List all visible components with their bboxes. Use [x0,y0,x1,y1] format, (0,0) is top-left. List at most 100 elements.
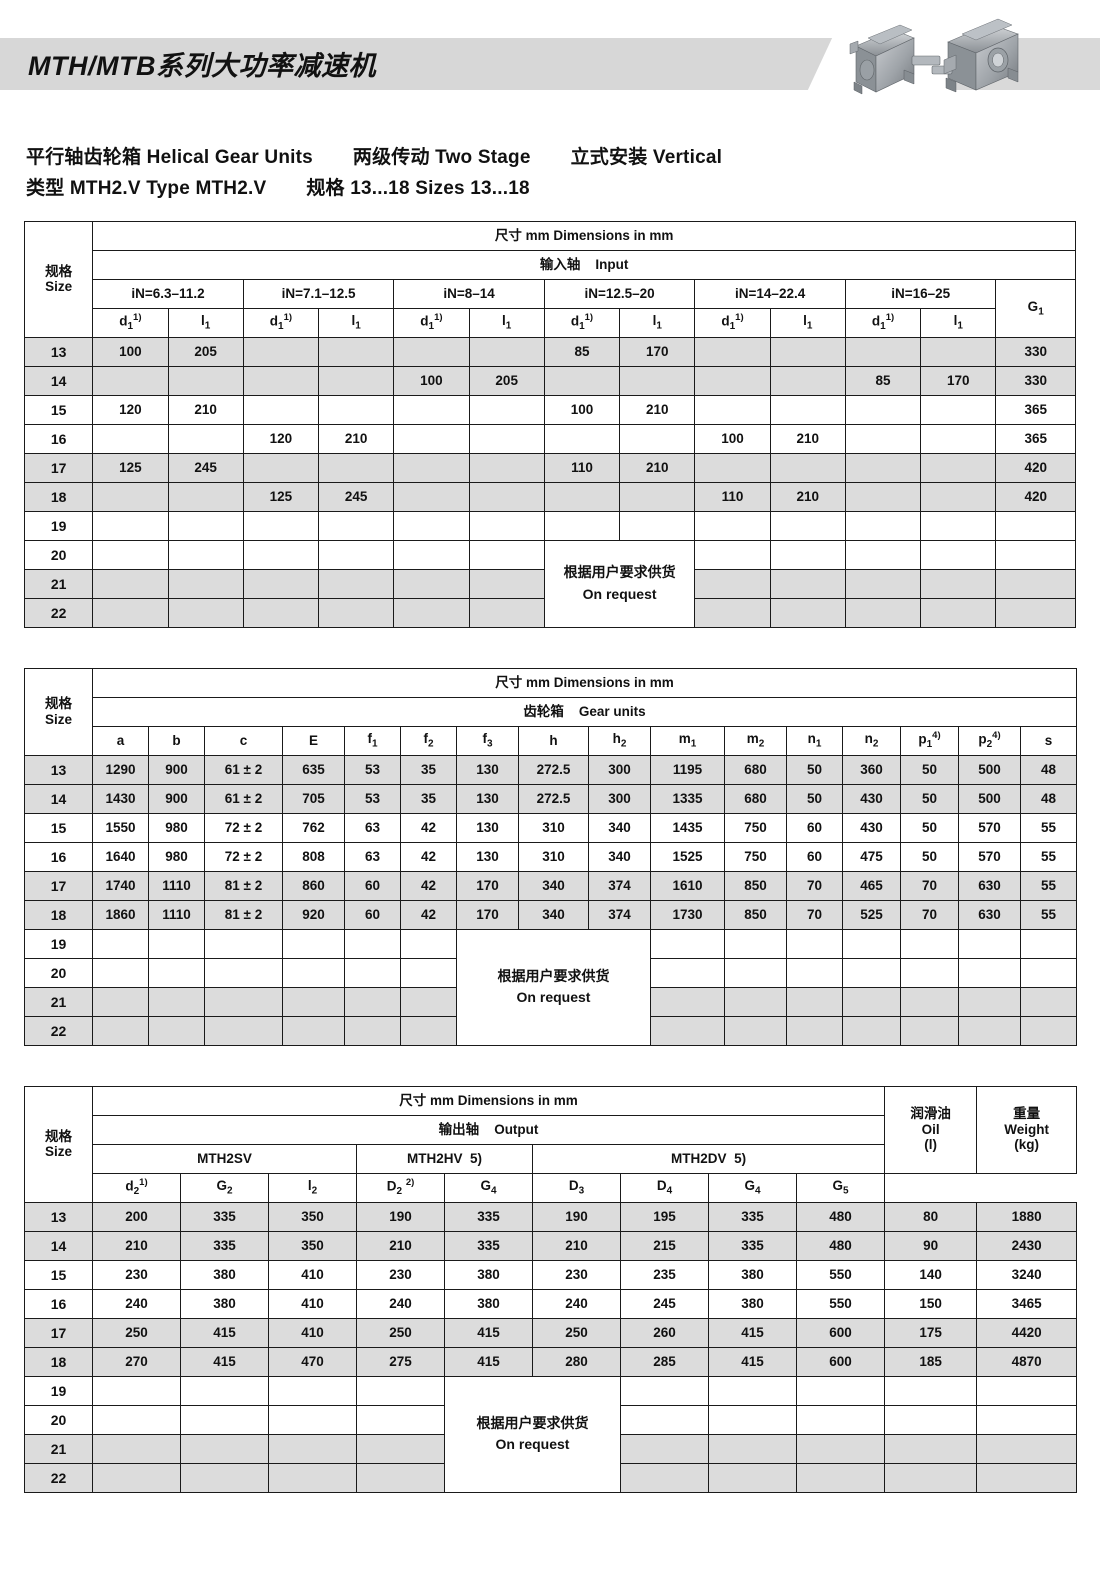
table-row: 21 [24,986,1078,1017]
cell-gearunit: 81 ± 2 [204,870,283,901]
cell-gearunit [724,1015,787,1046]
cell-gearunit: 61 ± 2 [204,783,283,814]
cell-gearunit [148,986,205,1017]
cell-gearunit: 81 ± 2 [204,899,283,930]
header-col-a: a [92,725,149,756]
cell-gearunit: 61 ± 2 [204,754,283,785]
table-gearunits: 规格 Size 尺寸 mm Dimensions in mm 齿轮箱 Gear … [24,667,1078,1046]
cell-gearunit: 70 [900,870,959,901]
cell-output: 380 [708,1259,797,1290]
cell-output [180,1462,269,1493]
cell-gearunit [92,986,149,1017]
cell-input [318,539,395,570]
cell-gearunit: 300 [588,754,651,785]
cell-input [694,394,771,425]
cell-output [180,1375,269,1406]
subtitle-two-stage: 两级传动 Two Stage [352,147,531,168]
cell-input [468,568,545,599]
cell-output: 480 [795,1230,886,1261]
cell-input [769,510,846,541]
header-col-G5: G5 [795,1172,886,1203]
size-label-en: Size [44,1144,72,1160]
cell-oil: 90 [884,1230,978,1261]
cell-output [92,1404,181,1435]
row-size-label: 17 [24,870,93,901]
cell-gearunit [900,928,959,959]
cell-input [844,568,922,599]
cell-gearunit [92,1015,149,1046]
cell-gearunit: 55 [1019,812,1078,843]
cell-oil [884,1375,978,1406]
cell-input [242,394,320,425]
cell-gearunit: 310 [518,841,589,872]
cell-gearunit: 1435 [650,812,725,843]
cell-weight: 2430 [976,1230,1078,1261]
cell-gearunit: 475 [842,841,901,872]
cell-output [356,1404,445,1435]
cell-input: 210 [619,394,696,425]
cell-gearunit: 55 [1019,841,1078,872]
cell-weight [976,1404,1078,1435]
cell-output [795,1404,886,1435]
cell-input [619,510,696,541]
cell-gearunit: 630 [958,899,1021,930]
cell-gearunit: 50 [786,783,843,814]
cell-gearunit [900,1015,959,1046]
cell-gearunit: 55 [1019,899,1078,930]
table-row: 16 120 210 100 210 365 [23,423,1076,454]
cell-gearunit: 35 [400,754,457,785]
cell-gearunit [958,986,1021,1017]
header-col-d1-1: d11) [92,307,169,338]
header-oil: 润滑油 Oil (l) [884,1085,978,1174]
header-col-G4-dv: G4 [708,1172,797,1203]
header-col-s: s [1019,725,1078,756]
cell-input: 210 [318,423,395,454]
table-row: 22 [23,597,1076,628]
cell-gearunit: 1195 [650,754,725,785]
cell-input [694,539,771,570]
cell-input [920,568,997,599]
cell-gearunit: 55 [1019,870,1078,901]
table-input: 规格 Size 尺寸 mm Dimensions in mm 输入轴 Input… [23,220,1076,628]
cell-input [769,539,846,570]
cell-input [769,597,846,628]
footnote-marker-1: 1) [133,311,142,323]
row-size-label: 15 [24,1259,93,1290]
cell-gearunit [650,957,725,988]
header-col-D3: D3 [532,1172,621,1203]
cell-output [92,1433,181,1464]
row-size-label: 21 [23,568,94,599]
cell-gearunit: 48 [1019,754,1078,785]
header-weight: 重量 Weight (kg) [976,1085,1078,1174]
cell-input: 205 [468,365,545,396]
cell-input [393,568,470,599]
table-row: 15 230 380 410 230 380 230 235 380 550 140 3240 [24,1259,1078,1290]
cell-output: 210 [532,1230,621,1261]
table-row: 18 125 245 110 210 420 [23,481,1076,512]
row-size-label: 16 [23,423,94,454]
cell-gearunit: 430 [842,783,901,814]
header-col-D4: D4 [620,1172,709,1203]
cell-input [242,336,320,367]
cell-output: 410 [268,1288,357,1319]
cell-gearunit [400,986,457,1017]
on-request-note: 根据用户要求供货 On request [543,539,696,628]
cell-input [468,481,545,512]
input-label-en: Input [595,256,629,272]
cell-output: 415 [444,1346,533,1377]
cell-gearunit [282,986,345,1017]
cell-input [468,510,545,541]
cell-output: 240 [356,1288,445,1319]
cell-gearunit [786,928,843,959]
cell-input [92,568,169,599]
header-col-f2: f2 [400,725,457,756]
cell-gearunit [400,1015,457,1046]
cell-oil: 185 [884,1346,978,1377]
cell-output [620,1433,709,1464]
cell-input [619,365,696,396]
header-col-d1-4: d11) [543,307,621,338]
cell-weight: 3465 [976,1288,1078,1319]
cell-gearunit: 42 [400,899,457,930]
size-label-cn: 规格 [45,696,72,712]
weight-label-en: Weight [1004,1121,1049,1137]
